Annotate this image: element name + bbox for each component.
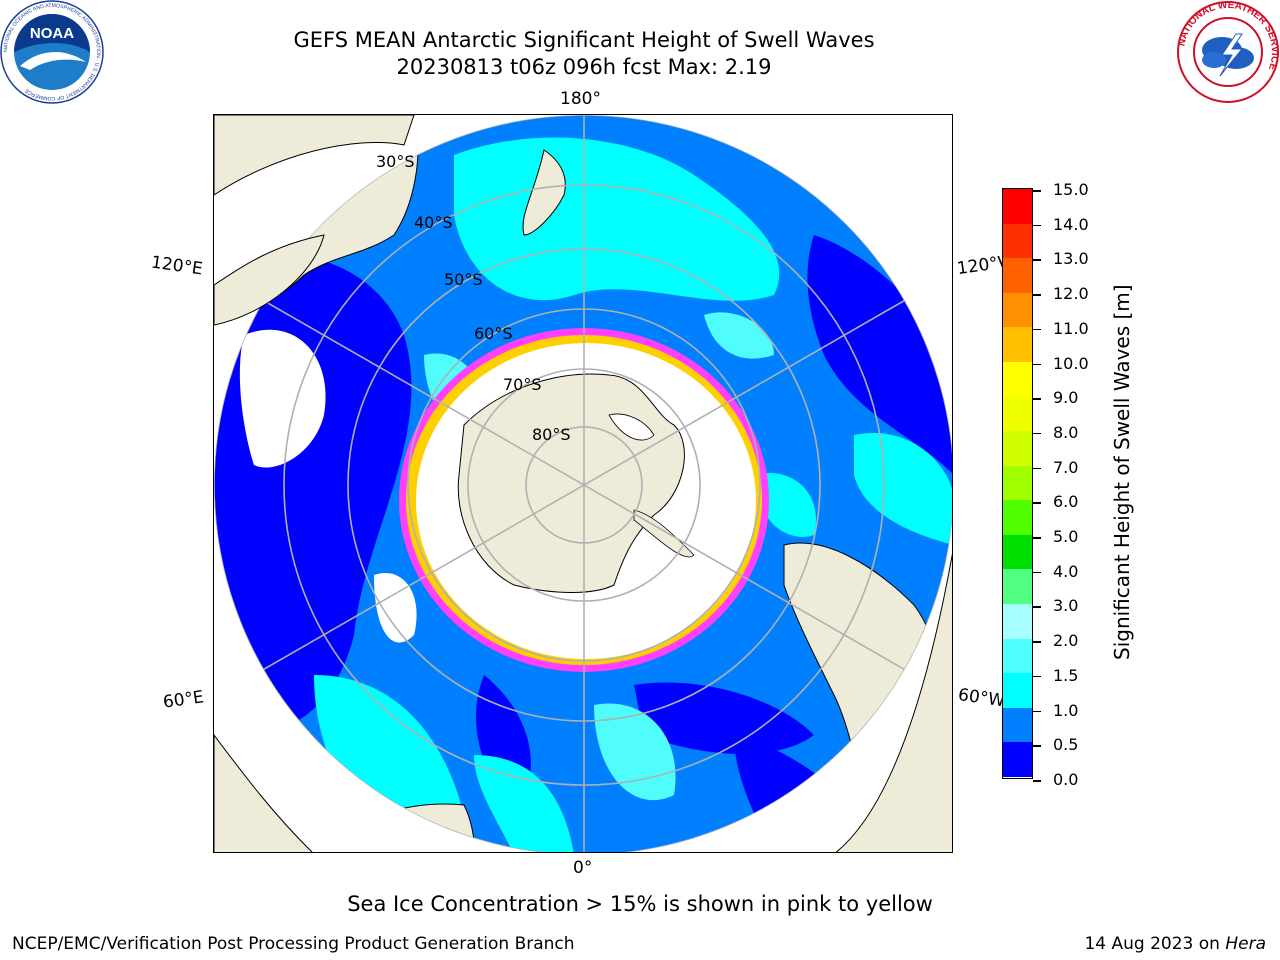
chart-title: GEFS MEAN Antarctic Significant Height o… — [293, 28, 875, 52]
colorbar-tick-mark — [1033, 571, 1041, 574]
lon-label-180: 180° — [560, 89, 601, 109]
colorbar-bin — [1003, 465, 1032, 501]
lat-label-30s: 30°S — [376, 152, 415, 171]
colorbar-tick-mark — [1033, 190, 1041, 192]
colorbar-bin — [1003, 327, 1032, 362]
colorbar-tick-label: 15.0 — [1053, 180, 1089, 199]
colorbar-tick-label: 0.5 — [1053, 735, 1079, 755]
colorbar-bin — [1003, 638, 1032, 674]
colorbar-tick-mark — [1033, 675, 1041, 678]
colorbar-tick-mark — [1033, 502, 1041, 504]
lon-label-60e: 60°E — [161, 687, 206, 713]
lat-label-50s: 50°S — [444, 270, 483, 289]
nws-logo: NATIONAL WEATHER SERVICE — [1176, 0, 1280, 103]
colorbar-tick-mark — [1033, 259, 1041, 261]
colorbar-tick-mark — [1033, 537, 1041, 539]
colorbar-bin — [1003, 742, 1032, 777]
colorbar-bin — [1003, 673, 1032, 708]
map-canvas — [214, 115, 952, 852]
graticule — [214, 115, 952, 852]
lon-label-0: 0° — [573, 858, 593, 878]
lat-label-70s: 70°S — [503, 375, 542, 394]
cyan-swell-band — [454, 137, 780, 301]
noaa-text: NOAA — [30, 25, 74, 42]
colorbar-tick-mark — [1033, 294, 1041, 296]
colorbar-tick-label: 13.0 — [1053, 249, 1089, 269]
colorbar-tick-label: 1.5 — [1053, 665, 1079, 685]
colorbar-bin — [1003, 396, 1032, 432]
colorbar — [1002, 188, 1033, 779]
colorbar-tick-label: 9.0 — [1053, 388, 1079, 408]
colorbar-tick-mark — [1033, 328, 1041, 331]
colorbar-bin — [1003, 223, 1032, 259]
colorbar-bin — [1003, 604, 1032, 639]
lat-label-40s: 40°S — [414, 213, 453, 232]
colorbar-tick-mark — [1033, 224, 1041, 227]
footer-date: 14 Aug 2023 on — [1084, 934, 1226, 954]
colorbar-tick-mark — [1033, 710, 1041, 713]
colorbar-tick-mark — [1033, 641, 1041, 643]
footer-right: 14 Aug 2023 on Hera — [1084, 934, 1266, 954]
colorbar-tick-label: 11.0 — [1053, 318, 1089, 338]
colorbar-bin — [1003, 569, 1032, 605]
colorbar-bin — [1003, 707, 1032, 743]
colorbar-tick-label: 14.0 — [1053, 214, 1089, 234]
lat-label-80s: 80°S — [532, 425, 571, 444]
colorbar-bin — [1003, 292, 1032, 328]
noaa-logo: NOAA NATIONAL OCEANIC AND ATMOSPHERIC AD… — [0, 0, 104, 104]
colorbar-bin — [1003, 361, 1032, 397]
colorbar-bin — [1003, 500, 1032, 535]
lon-label-120e: 120°E — [149, 252, 204, 280]
colorbar-tick-label: 5.0 — [1053, 527, 1079, 547]
colorbar-bin — [1003, 258, 1032, 293]
colorbar-bin — [1003, 534, 1032, 570]
colorbar-tick-label: 3.0 — [1053, 596, 1079, 616]
colorbar-tick-label: 8.0 — [1053, 422, 1079, 442]
lon-label-120w: 120°W — [955, 252, 1005, 280]
colorbar-tick-mark — [1033, 398, 1041, 400]
colorbar-tick-mark — [1033, 745, 1041, 747]
colorbar-tick-label: 1.0 — [1053, 700, 1079, 720]
lat-label-60s: 60°S — [474, 324, 513, 343]
footer-left: NCEP/EMC/Verification Post Processing Pr… — [12, 934, 575, 954]
sea-ice-caption: Sea Ice Concentration > 15% is shown in … — [347, 892, 933, 916]
colorbar-label-text: Significant Height of Swell Waves [m] — [1110, 284, 1134, 660]
colorbar-tick-label: 6.0 — [1053, 492, 1079, 512]
footer-host: Hera — [1225, 934, 1266, 954]
colorbar-tick-label: 10.0 — [1053, 353, 1089, 373]
new-zealand-land — [522, 149, 566, 236]
colorbar-tick-mark — [1033, 606, 1041, 608]
colorbar-bin — [1003, 189, 1032, 224]
colorbar-bin — [1003, 431, 1032, 466]
colorbar-tick-mark — [1033, 363, 1041, 366]
colorbar-tick-label: 2.0 — [1053, 631, 1079, 651]
colorbar-label: Significant Height of Swell Waves [m] — [1110, 284, 1150, 660]
map-panel — [213, 114, 953, 853]
colorbar-tick-mark — [1033, 467, 1041, 470]
colorbar-tick-label: 4.0 — [1053, 561, 1079, 581]
lon-label-60w: 60°W — [956, 685, 1004, 711]
colorbar-tick-mark — [1033, 432, 1041, 435]
chart-subtitle: 20230813 t06z 096h fcst Max: 2.19 — [396, 55, 772, 79]
colorbar-tick-mark — [1033, 780, 1041, 782]
colorbar-tick-label: 7.0 — [1053, 457, 1079, 477]
colorbar-tick-label: 12.0 — [1053, 284, 1089, 304]
colorbar-tick-label: 0.0 — [1053, 770, 1079, 789]
